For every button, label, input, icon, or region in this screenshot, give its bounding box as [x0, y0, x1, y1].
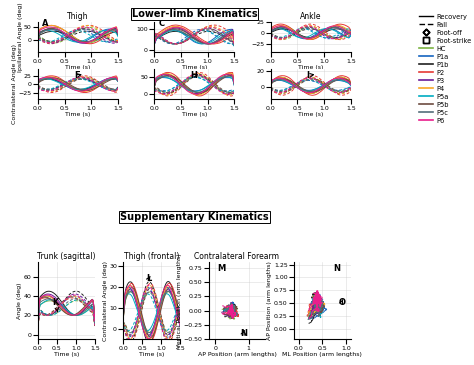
- X-axis label: Time (s): Time (s): [298, 65, 323, 70]
- X-axis label: Time (s): Time (s): [139, 352, 164, 357]
- Text: Lower-limb Kinematics: Lower-limb Kinematics: [131, 9, 257, 19]
- Text: I: I: [307, 71, 313, 80]
- Y-axis label: Angle (deg): Angle (deg): [18, 283, 22, 319]
- Title: Thigh (frontal): Thigh (frontal): [124, 252, 179, 261]
- Title: Contralateral Forearm: Contralateral Forearm: [194, 252, 280, 261]
- Title: Knee: Knee: [185, 12, 204, 21]
- Text: K: K: [52, 297, 58, 312]
- Text: F: F: [74, 71, 81, 80]
- Legend: Recovery, Fall, Foot-off, Foot-strike, HC, P1a, P1b, P2, P3, P4, P5a, P5b, P5c, : Recovery, Fall, Foot-off, Foot-strike, H…: [417, 11, 474, 126]
- Y-axis label: Contralateral Angle (deg): Contralateral Angle (deg): [12, 44, 17, 124]
- X-axis label: Time (s): Time (s): [182, 112, 207, 117]
- X-axis label: Time (s): Time (s): [65, 112, 91, 117]
- X-axis label: Time (s): Time (s): [54, 352, 79, 357]
- Title: Trunk (sagittal): Trunk (sagittal): [37, 252, 96, 261]
- Y-axis label: Ipsilateral Angle (deg): Ipsilateral Angle (deg): [18, 2, 23, 72]
- Y-axis label: Contralateral Angle (deg): Contralateral Angle (deg): [103, 261, 108, 341]
- X-axis label: Time (s): Time (s): [182, 65, 207, 70]
- Text: C: C: [158, 19, 164, 27]
- Text: A: A: [42, 19, 48, 27]
- Title: Thigh: Thigh: [67, 12, 89, 21]
- Y-axis label: AP Position (arm lengths): AP Position (arm lengths): [267, 261, 273, 340]
- Text: M: M: [217, 264, 225, 273]
- Text: N: N: [240, 328, 247, 338]
- Text: O: O: [338, 297, 345, 307]
- Title: Ankle: Ankle: [300, 12, 321, 21]
- X-axis label: AP Position (arm lengths): AP Position (arm lengths): [198, 352, 276, 357]
- Text: N: N: [334, 264, 341, 273]
- Y-axis label: Vertical Position (arm lengths): Vertical Position (arm lengths): [177, 253, 182, 348]
- Text: Supplementary Kinematics: Supplementary Kinematics: [120, 212, 269, 222]
- X-axis label: Time (s): Time (s): [65, 65, 91, 70]
- Text: L: L: [146, 274, 151, 283]
- X-axis label: ML Position (arm lengths): ML Position (arm lengths): [283, 352, 362, 357]
- Text: H: H: [191, 71, 197, 80]
- X-axis label: Time (s): Time (s): [298, 112, 323, 117]
